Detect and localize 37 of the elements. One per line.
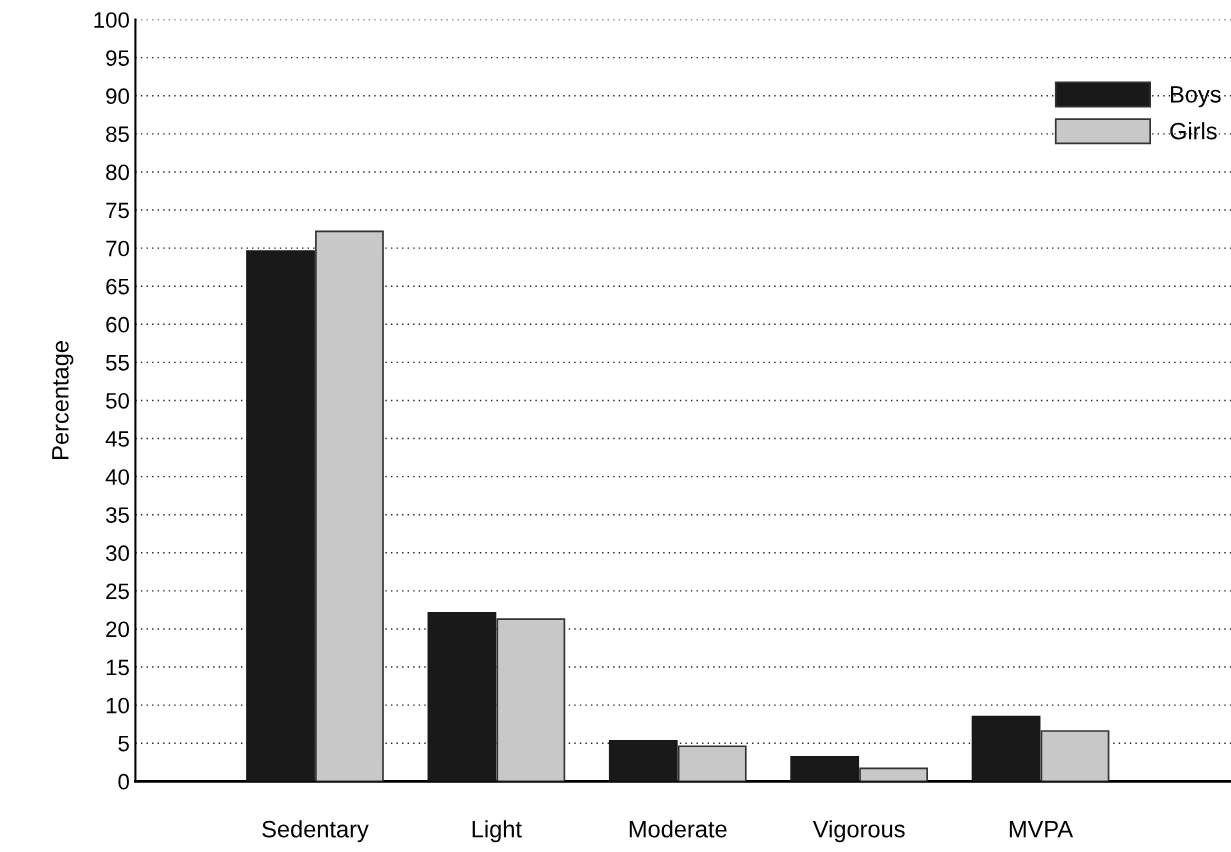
y-tick-label: 5 <box>118 735 129 752</box>
y-tick-label: 30 <box>105 545 129 562</box>
bar <box>790 756 860 782</box>
y-tick-label: 55 <box>106 355 129 371</box>
y-tick-label: 40 <box>105 469 129 485</box>
bar <box>1040 730 1110 782</box>
y-tick-label: 75 <box>106 202 129 219</box>
y-tick-label: 15 <box>106 659 129 676</box>
y-tick-label: 70 <box>106 240 129 257</box>
x-tick-label: Light <box>472 820 522 843</box>
x-tick-label: Sedentary <box>262 820 369 843</box>
legend-label: Boys <box>1171 86 1221 108</box>
y-tick-label: 25 <box>106 583 129 600</box>
y-tick-label: 20 <box>106 621 129 638</box>
y-tick-label: 80 <box>106 164 129 181</box>
bar <box>971 715 1041 782</box>
y-tick-label: 65 <box>106 278 129 295</box>
y-tick-label: 35 <box>105 507 129 523</box>
legend-label: Girls <box>1170 122 1217 140</box>
bar <box>427 612 497 782</box>
y-tick-label: 100 <box>94 12 129 28</box>
y-tick-label: 50 <box>106 392 129 409</box>
y-tick-label: 85 <box>106 126 129 143</box>
bar <box>315 230 384 782</box>
bar <box>859 767 929 782</box>
y-tick-label: 90 <box>106 88 129 105</box>
bar <box>677 745 747 782</box>
y-axis-title: Percentage <box>52 341 74 459</box>
x-tick-label: Vigorous <box>812 820 905 843</box>
y-tick-label: 60 <box>106 316 129 333</box>
y-tick-label: 10 <box>106 697 129 714</box>
y-tick-label: 95 <box>106 50 129 66</box>
x-tick-label: MVPA <box>1009 821 1074 838</box>
y-tick-label: 0 <box>118 773 129 790</box>
bar <box>496 618 566 782</box>
x-tick-label: Moderate <box>629 820 727 838</box>
y-tick-label: 45 <box>105 431 129 447</box>
